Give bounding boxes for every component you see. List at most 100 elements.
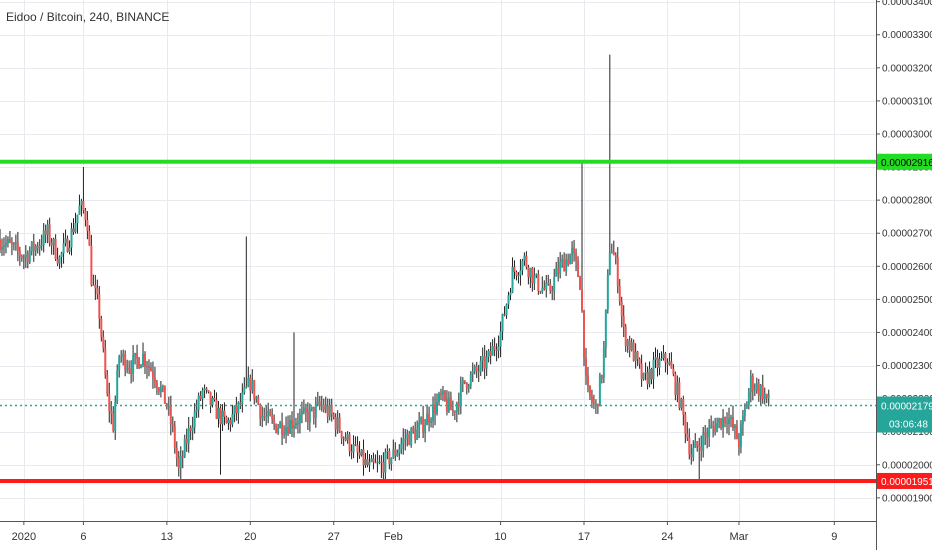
candle-body: [161, 385, 164, 388]
candle-body: [249, 377, 252, 391]
candle-body: [559, 261, 562, 274]
candle-body: [279, 422, 282, 428]
candle-body: [265, 416, 268, 418]
candle-body: [300, 411, 303, 415]
candle-body: [716, 422, 719, 432]
price-tick-label: 0.00002100: [882, 427, 932, 438]
candle-body: [134, 353, 137, 356]
candle-body: [636, 351, 639, 359]
candle-body: [253, 380, 256, 400]
candle-body: [340, 431, 343, 439]
candle-body: [608, 252, 611, 275]
price-axis-bg: [876, 0, 932, 550]
price-tick-label: 0.00003300: [882, 30, 932, 41]
time-tick-label: 24: [661, 531, 673, 543]
candle-body: [437, 393, 440, 402]
candle-body: [330, 405, 333, 415]
candle-body: [457, 403, 460, 407]
candle-body: [138, 358, 141, 369]
candle-body: [390, 457, 393, 465]
candle-body: [78, 205, 81, 215]
candle-body: [310, 406, 313, 409]
candle-body: [94, 284, 97, 289]
candle-body: [108, 394, 111, 412]
candle-body: [233, 405, 236, 415]
candle-body: [449, 397, 452, 411]
candle-body: [267, 410, 270, 417]
candle-body: [662, 353, 665, 359]
candle-body: [489, 351, 492, 356]
candle-body: [60, 253, 63, 258]
candle-body: [66, 238, 69, 252]
candle-body: [588, 385, 591, 396]
candles: [0, 54, 770, 482]
candle-body: [573, 247, 576, 254]
candle-body: [243, 387, 246, 393]
candle-body: [698, 446, 701, 448]
candle-body: [761, 385, 764, 400]
candle-body: [642, 373, 645, 380]
candle-body: [257, 397, 260, 405]
candle-body: [763, 393, 766, 400]
candle-body: [493, 346, 496, 350]
candle-body: [326, 405, 329, 417]
candle-body: [100, 318, 103, 337]
countdown-label: 03:06:48: [889, 420, 928, 431]
candle-body: [195, 409, 198, 412]
candle-body: [32, 241, 35, 252]
candle-body: [527, 267, 530, 278]
candle-body: [247, 377, 250, 387]
candle-body: [112, 413, 115, 432]
price-axis[interactable]: 0.000019000.000020000.000021000.00002200…: [876, 0, 932, 550]
candle-body: [24, 253, 27, 258]
candle-body: [620, 301, 623, 317]
candle-body: [44, 230, 47, 236]
candle-body: [167, 405, 170, 407]
candle-body: [471, 371, 474, 375]
candle-body: [459, 384, 462, 407]
candle-body: [497, 346, 500, 351]
candle-body: [211, 397, 214, 406]
candle-body: [410, 428, 413, 445]
candle-body: [600, 375, 603, 379]
candle-body: [159, 387, 162, 392]
candle-body: [670, 361, 673, 369]
candle-body: [54, 238, 57, 260]
candle-body: [0, 246, 3, 250]
time-tick-label: 6: [80, 531, 86, 543]
candle-body: [648, 368, 651, 385]
candle-body: [414, 430, 417, 440]
candle-body: [308, 408, 311, 423]
candle-body: [765, 393, 768, 399]
candle-body: [219, 407, 222, 425]
candle-body: [733, 425, 736, 429]
candle-body: [6, 239, 9, 244]
candle-body: [287, 427, 290, 434]
candle-body: [630, 342, 633, 351]
candle-body: [549, 284, 552, 291]
candle-body: [261, 415, 264, 419]
candle-body: [624, 326, 627, 347]
candle-body: [2, 245, 5, 247]
candle-body: [757, 383, 760, 397]
candle-body: [12, 243, 15, 245]
candle-body: [193, 411, 196, 428]
candle-body: [668, 361, 671, 365]
candle-body: [356, 444, 359, 453]
candle-body: [14, 242, 17, 244]
candle-body: [90, 245, 93, 286]
candle-body: [400, 443, 403, 450]
time-axis[interactable]: 2020 6 13 20 27 Feb 10 17 24 Mar 9: [0, 521, 877, 550]
candle-body: [277, 427, 280, 433]
candle-body: [187, 428, 190, 444]
candle-body: [590, 395, 593, 403]
candle-body: [537, 274, 540, 292]
candle-body: [82, 201, 85, 211]
candle-body: [120, 356, 123, 358]
candle-body: [116, 369, 119, 402]
candle-body: [376, 461, 379, 463]
candle-body: [692, 447, 695, 458]
candle-body: [434, 404, 437, 414]
